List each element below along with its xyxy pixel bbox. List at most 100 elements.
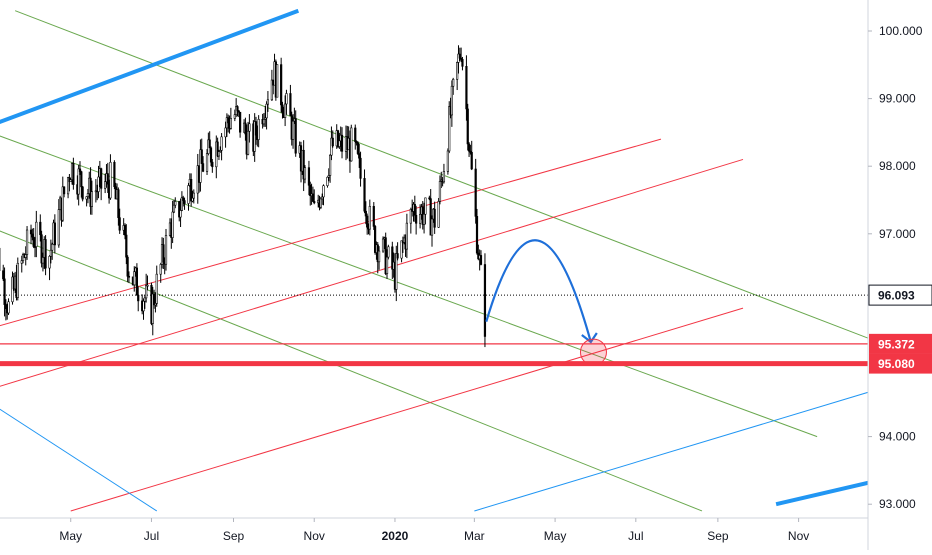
candle-body bbox=[119, 218, 121, 231]
candle-body bbox=[308, 168, 310, 186]
candle-body bbox=[350, 128, 352, 161]
candle-body bbox=[341, 135, 343, 151]
candle-body bbox=[82, 187, 84, 199]
x-tick-label: Nov bbox=[304, 529, 325, 543]
candle-body bbox=[144, 298, 146, 301]
candle-body bbox=[401, 241, 403, 258]
candle-body bbox=[30, 230, 32, 234]
candle-body bbox=[439, 181, 441, 201]
candle-body bbox=[209, 140, 211, 148]
candle-body bbox=[282, 105, 284, 113]
candle-body bbox=[104, 182, 106, 189]
candle-body bbox=[26, 230, 28, 255]
candle-body bbox=[86, 197, 88, 199]
candle-body bbox=[423, 214, 425, 224]
candle-body bbox=[434, 209, 436, 227]
candle-body bbox=[201, 150, 203, 164]
candle-body bbox=[239, 112, 241, 132]
candle-body bbox=[484, 264, 486, 336]
candle-body bbox=[218, 152, 220, 156]
candle-body bbox=[237, 107, 239, 111]
candle-body bbox=[79, 169, 81, 172]
candle-body bbox=[143, 301, 145, 311]
candle-body bbox=[128, 276, 130, 277]
candle-body bbox=[406, 223, 408, 249]
candle-body bbox=[451, 86, 453, 115]
candle-body bbox=[452, 79, 454, 86]
candle-body bbox=[127, 257, 129, 276]
candle-body bbox=[160, 264, 162, 274]
candle-body bbox=[382, 239, 384, 251]
candle-body bbox=[321, 197, 323, 199]
candle-body bbox=[70, 180, 72, 182]
candle-body bbox=[431, 219, 433, 235]
candle-body bbox=[286, 93, 288, 103]
trendline-8 bbox=[0, 11, 298, 126]
candle-body bbox=[284, 104, 286, 118]
candle-body bbox=[332, 138, 334, 146]
candle-body bbox=[50, 250, 52, 256]
x-tick-label: Jul bbox=[144, 529, 159, 543]
x-tick-label: Nov bbox=[788, 529, 809, 543]
projection-arc bbox=[486, 240, 591, 342]
candle-body bbox=[42, 257, 44, 263]
candle-body bbox=[49, 256, 51, 268]
candle-body bbox=[190, 179, 192, 201]
candle-body bbox=[58, 210, 60, 245]
candle-body bbox=[180, 210, 182, 217]
candle-body bbox=[87, 194, 89, 197]
candle-body bbox=[118, 190, 120, 218]
candle-body bbox=[323, 186, 325, 197]
candle-body bbox=[447, 151, 449, 171]
candle-body bbox=[312, 194, 314, 202]
candle-body bbox=[107, 174, 109, 185]
candle-body bbox=[357, 143, 359, 154]
candle-body bbox=[137, 295, 139, 301]
price-label-1: 95.372 bbox=[878, 337, 915, 351]
candle-body bbox=[133, 272, 135, 285]
x-tick-label: 2020 bbox=[382, 529, 409, 543]
candle-body bbox=[193, 193, 195, 198]
candle-body bbox=[225, 128, 227, 137]
candle-body bbox=[280, 65, 282, 105]
candle-body bbox=[126, 235, 128, 257]
candle-body bbox=[292, 121, 294, 139]
candle-body bbox=[212, 162, 214, 167]
candle-body bbox=[276, 65, 278, 98]
x-tick-label: Sep bbox=[707, 529, 729, 543]
candle-body bbox=[386, 257, 388, 274]
candle-body bbox=[468, 144, 470, 151]
candle-body bbox=[202, 164, 204, 172]
candle-body bbox=[415, 215, 417, 223]
trendline-9 bbox=[776, 481, 878, 505]
candle-body bbox=[98, 177, 100, 192]
candle-body bbox=[206, 154, 208, 172]
x-tick-label: May bbox=[59, 529, 82, 543]
candle-body bbox=[210, 148, 212, 162]
candle-body bbox=[124, 225, 126, 235]
candle-body bbox=[425, 198, 427, 214]
trendline-0 bbox=[15, 11, 878, 342]
candle-body bbox=[475, 169, 477, 216]
candle-body bbox=[295, 119, 297, 154]
candle-body bbox=[378, 251, 380, 262]
candle-body bbox=[266, 104, 268, 118]
y-tick-label: 93.000 bbox=[879, 497, 916, 511]
candle-body bbox=[188, 185, 190, 203]
candle-body bbox=[145, 285, 147, 298]
candle-body bbox=[4, 279, 6, 305]
plot-area bbox=[0, 11, 878, 511]
y-tick-label: 99.000 bbox=[879, 92, 916, 106]
candle-body bbox=[290, 93, 292, 115]
candle-body bbox=[54, 223, 56, 245]
candle-body bbox=[81, 172, 83, 187]
candle-body bbox=[63, 187, 65, 194]
candle-body bbox=[364, 178, 366, 211]
candle-body bbox=[419, 214, 421, 223]
candle-body bbox=[73, 164, 75, 185]
trendline-5 bbox=[71, 308, 743, 511]
candle-body bbox=[165, 235, 167, 264]
candle-body bbox=[147, 285, 149, 286]
